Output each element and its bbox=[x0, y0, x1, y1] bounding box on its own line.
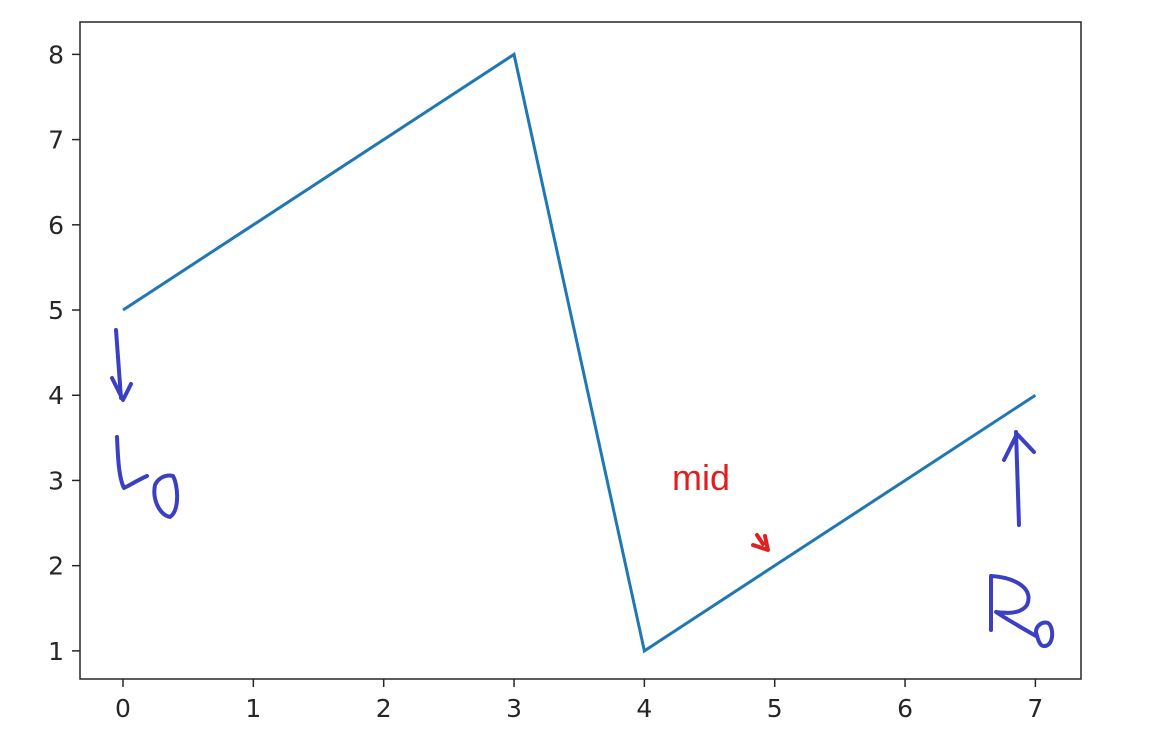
y-tick-label: 2 bbox=[48, 552, 64, 581]
handwritten-annotations bbox=[110, 328, 1055, 649]
l0-arrow bbox=[110, 328, 133, 402]
series-layer bbox=[122, 51, 1037, 654]
y-tick-label: 7 bbox=[48, 126, 64, 155]
r0-arrow bbox=[1002, 430, 1036, 527]
r0-letter-r bbox=[989, 574, 1038, 638]
y-tick-label: 6 bbox=[48, 211, 64, 240]
x-tick-label: 7 bbox=[1027, 694, 1043, 723]
series-line bbox=[122, 51, 1037, 654]
mid-annotation: mid bbox=[672, 457, 770, 552]
y-tick-label: 5 bbox=[48, 296, 64, 325]
y-axis: 1 2 3 4 5 6 7 8 bbox=[48, 40, 80, 666]
l0-letter-l bbox=[115, 435, 149, 490]
x-tick-label: 3 bbox=[506, 694, 522, 723]
mid-label: mid bbox=[672, 457, 730, 498]
x-tick-label: 4 bbox=[636, 694, 652, 723]
plot-frame bbox=[79, 21, 1082, 680]
l0-letter-o bbox=[152, 473, 180, 519]
x-tick-label: 1 bbox=[245, 694, 261, 723]
x-tick-label: 5 bbox=[767, 694, 783, 723]
r0-letter-o bbox=[1034, 620, 1055, 649]
x-tick-label: 0 bbox=[115, 694, 131, 723]
y-tick-label: 1 bbox=[48, 637, 64, 666]
x-tick-label: 2 bbox=[376, 694, 392, 723]
y-tick-label: 8 bbox=[48, 40, 64, 69]
x-axis: 0 1 2 3 4 5 6 7 bbox=[115, 679, 1043, 723]
x-tick-label: 6 bbox=[897, 694, 913, 723]
y-tick-label: 3 bbox=[48, 466, 64, 495]
y-tick-label: 4 bbox=[48, 381, 64, 410]
mid-arrow bbox=[751, 533, 770, 552]
